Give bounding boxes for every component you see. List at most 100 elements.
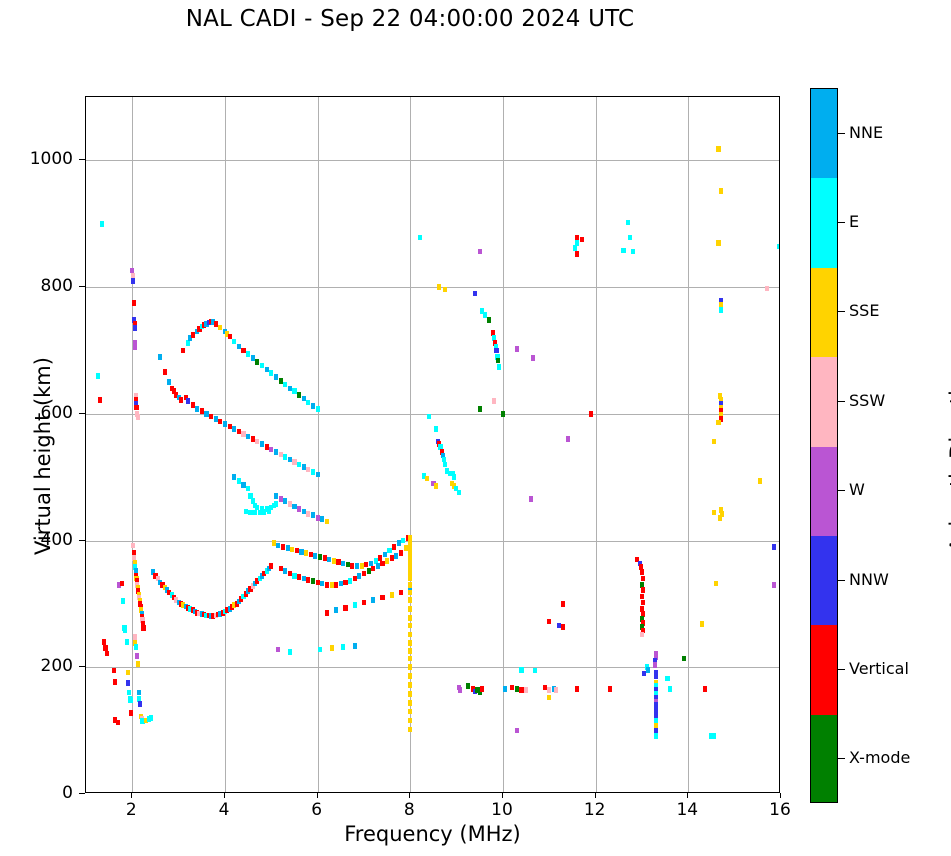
grid-lines	[86, 97, 779, 792]
y-tick-label: 400	[40, 529, 73, 550]
scatter-point	[433, 426, 438, 432]
x-tick	[687, 793, 689, 798]
scatter-point	[283, 381, 288, 388]
scatter-point	[408, 664, 413, 671]
scatter-point	[269, 504, 274, 511]
scatter-point	[772, 582, 777, 588]
scatter-point	[264, 506, 269, 512]
scatter-point	[639, 623, 645, 630]
scatter-point	[408, 555, 413, 562]
scatter-point	[116, 719, 121, 726]
scatter-point	[290, 546, 295, 553]
scatter-point	[250, 583, 255, 589]
scatter-point	[445, 468, 450, 474]
scatter-point	[253, 509, 258, 516]
scatter-point	[408, 708, 413, 715]
x-axis-label: Frequency (MHz)	[344, 822, 521, 846]
scatter-point	[681, 655, 686, 662]
scatter-point	[702, 686, 707, 692]
scatter-point	[718, 307, 723, 313]
scatter-point	[408, 682, 413, 688]
scatter-point	[385, 558, 390, 564]
scatter-point	[519, 687, 524, 693]
scatter-point	[135, 582, 140, 588]
scatter-point	[278, 378, 283, 384]
scatter-point	[209, 413, 214, 420]
scatter-point	[206, 612, 211, 619]
scatter-point	[450, 470, 456, 477]
colorbar-label-e: E	[849, 212, 860, 232]
scatter-point	[497, 364, 502, 370]
scatter-point	[324, 518, 329, 525]
scatter-point	[408, 550, 413, 557]
scatter-point	[716, 239, 721, 246]
scatter-point	[380, 560, 385, 567]
x-tick-label: 8	[403, 800, 415, 820]
scatter-point	[408, 691, 413, 697]
scatter-point	[292, 388, 297, 394]
scatter-point	[278, 565, 283, 572]
colorbar-tick	[838, 222, 845, 224]
scatter-point	[204, 321, 209, 327]
scatter-point	[209, 613, 214, 619]
scatter-point	[640, 599, 645, 606]
scatter-point	[246, 433, 251, 440]
scatter-point	[260, 441, 265, 448]
y-tick	[79, 666, 85, 668]
x-tick-label: 6	[311, 800, 323, 820]
scatter-point	[131, 272, 136, 279]
scatter-point	[718, 404, 723, 411]
scatter-point	[352, 575, 357, 582]
colorbar-label-nne: NNE	[849, 122, 884, 142]
scatter-point	[640, 575, 645, 582]
scatter-point	[199, 408, 204, 415]
scatter-point	[640, 627, 645, 634]
scatter-point	[396, 540, 401, 546]
scatter-point	[389, 555, 394, 562]
scatter-point	[466, 683, 471, 690]
scatter-point	[315, 514, 320, 521]
scatter-point	[167, 589, 172, 596]
scatter-point	[155, 575, 160, 582]
scatter-point	[202, 611, 207, 618]
scatter-point	[243, 508, 248, 515]
scatter-point	[131, 550, 136, 557]
scatter-point	[273, 449, 279, 455]
scatter-point	[111, 667, 116, 674]
scatter-point	[359, 563, 364, 569]
x-tick	[594, 793, 596, 798]
scatter-point	[628, 234, 633, 241]
scatter-point	[700, 621, 705, 627]
scatter-point	[264, 443, 269, 450]
scatter-point	[236, 343, 241, 350]
scatter-point	[531, 355, 536, 361]
scatter-point	[134, 578, 140, 584]
scatter-point	[640, 620, 645, 626]
colorbar-segment-ssw	[811, 357, 837, 448]
scatter-point	[317, 646, 323, 653]
scatter-point	[653, 698, 658, 705]
scatter-point	[453, 485, 458, 492]
scatter-point	[260, 506, 265, 512]
colorbar-tick	[838, 579, 845, 581]
scatter-point	[378, 555, 383, 562]
scatter-point	[503, 686, 508, 692]
scatter-point	[408, 570, 413, 577]
scatter-point	[181, 347, 186, 354]
scatter-point	[475, 687, 480, 693]
scatter-point	[718, 507, 723, 513]
scatter-point	[320, 580, 325, 587]
scatter-point	[236, 428, 241, 435]
scatter-point	[169, 592, 174, 598]
scatter-point	[324, 609, 329, 616]
scatter-point	[216, 611, 221, 618]
scatter-point	[439, 449, 444, 455]
scatter-point	[95, 372, 100, 379]
scatter-point	[241, 347, 246, 354]
scatter-point	[639, 593, 645, 600]
scatter-point	[547, 618, 552, 625]
scatter-point	[408, 560, 413, 567]
scatter-point	[306, 399, 311, 406]
scatter-point	[101, 639, 106, 645]
scatter-point	[653, 727, 658, 734]
